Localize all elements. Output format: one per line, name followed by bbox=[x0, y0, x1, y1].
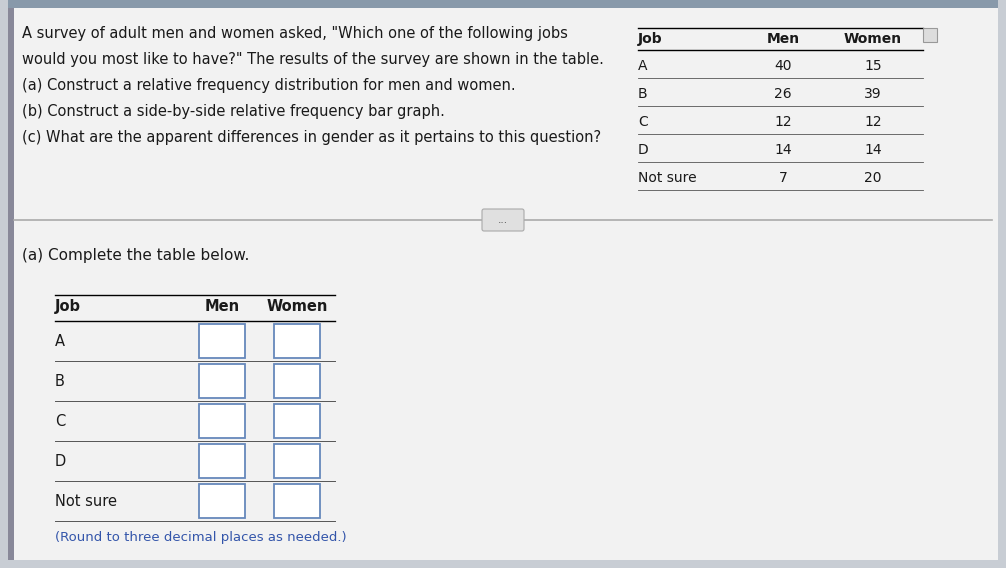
Bar bbox=[275, 324, 321, 358]
Text: Men: Men bbox=[767, 32, 800, 46]
Text: 26: 26 bbox=[775, 87, 792, 101]
Bar bbox=[199, 484, 245, 518]
Bar bbox=[275, 444, 321, 478]
Text: 40: 40 bbox=[775, 59, 792, 73]
Text: 39: 39 bbox=[864, 87, 882, 101]
Text: (b) Construct a side-by-side relative frequency bar graph.: (b) Construct a side-by-side relative fr… bbox=[22, 104, 445, 119]
Text: would you most like to have?" The results of the survey are shown in the table.: would you most like to have?" The result… bbox=[22, 52, 604, 67]
Bar bbox=[199, 404, 245, 438]
Bar bbox=[199, 324, 245, 358]
Text: B: B bbox=[638, 87, 648, 101]
Text: 20: 20 bbox=[864, 171, 881, 185]
Text: Not sure: Not sure bbox=[55, 494, 117, 508]
Text: 12: 12 bbox=[775, 115, 792, 129]
Text: C: C bbox=[55, 414, 65, 428]
Text: Women: Women bbox=[844, 32, 902, 46]
Bar bbox=[275, 364, 321, 398]
Text: A survey of adult men and women asked, "Which one of the following jobs: A survey of adult men and women asked, "… bbox=[22, 26, 567, 41]
FancyBboxPatch shape bbox=[482, 209, 524, 231]
Bar bbox=[275, 404, 321, 438]
Text: (a) Construct a relative frequency distribution for men and women.: (a) Construct a relative frequency distr… bbox=[22, 78, 516, 93]
Text: Job: Job bbox=[638, 32, 663, 46]
Text: 14: 14 bbox=[864, 143, 882, 157]
Bar bbox=[199, 444, 245, 478]
Bar bbox=[199, 364, 245, 398]
Text: D: D bbox=[638, 143, 649, 157]
Text: Job: Job bbox=[55, 299, 81, 314]
Text: 15: 15 bbox=[864, 59, 882, 73]
Text: 14: 14 bbox=[775, 143, 792, 157]
Bar bbox=[8, 8, 14, 560]
Text: 7: 7 bbox=[779, 171, 788, 185]
Text: 12: 12 bbox=[864, 115, 882, 129]
Text: Men: Men bbox=[205, 299, 240, 314]
Text: A: A bbox=[55, 333, 65, 349]
Text: B: B bbox=[55, 374, 64, 389]
Text: ...: ... bbox=[498, 215, 508, 225]
Bar bbox=[923, 28, 937, 42]
Text: (a) Complete the table below.: (a) Complete the table below. bbox=[22, 248, 249, 263]
Text: (c) What are the apparent differences in gender as it pertains to this question?: (c) What are the apparent differences in… bbox=[22, 130, 602, 145]
Bar bbox=[275, 484, 321, 518]
Text: Women: Women bbox=[267, 299, 328, 314]
Bar bbox=[8, 0, 998, 8]
Text: Not sure: Not sure bbox=[638, 171, 696, 185]
Text: C: C bbox=[638, 115, 648, 129]
Text: A: A bbox=[638, 59, 648, 73]
Text: D: D bbox=[55, 453, 66, 469]
Text: (Round to three decimal places as needed.): (Round to three decimal places as needed… bbox=[55, 531, 347, 544]
